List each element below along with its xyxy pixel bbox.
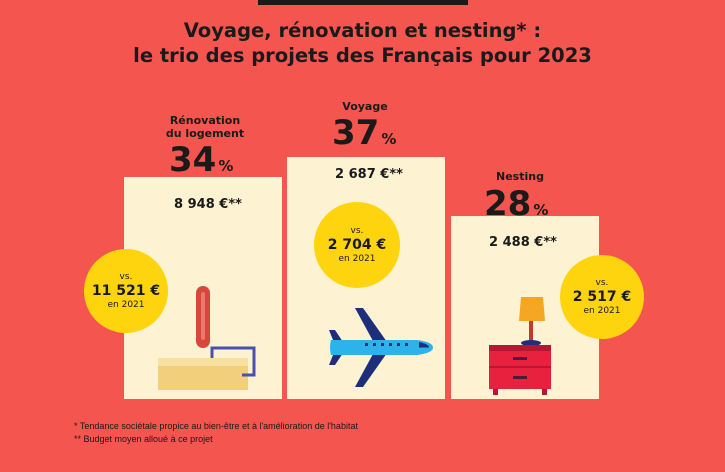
category-label-renovation: Rénovation du logement: [150, 114, 260, 140]
category-label-nesting: Nesting: [496, 170, 544, 183]
budget-2021-voyage: 2 704 €: [327, 236, 387, 253]
category-label-voyage: Voyage: [342, 100, 388, 113]
airplane-icon: [329, 308, 433, 387]
value-label-voyage: 37%: [332, 115, 396, 157]
budget-2021-renovation: 11 521 €: [91, 282, 161, 299]
top-tab: [258, 0, 468, 5]
budget-2023-voyage: 2 687 €**: [335, 167, 403, 182]
comparison-2021-voyage: vs. 2 704 € en 2021: [314, 202, 400, 288]
footnotes: * Tendance sociétale propice au bien-êtr…: [74, 420, 358, 446]
vs-label: vs.: [350, 225, 364, 236]
nightstand-lamp-icon: [489, 297, 551, 395]
title-line-1: Voyage, rénovation et nesting* :: [183, 19, 542, 42]
renovation-label-line-1: Rénovation: [169, 114, 241, 127]
renovation-label-line-2: du logement: [165, 127, 245, 140]
value-number-nesting: 28: [484, 184, 532, 224]
year-label: en 2021: [583, 305, 621, 316]
value-label-renovation: 34%: [169, 142, 233, 184]
vs-label: vs.: [119, 271, 133, 282]
title-line-2: le trio des projets des Français pour 20…: [133, 44, 592, 67]
value-number-renovation: 34: [169, 140, 217, 180]
value-label-nesting: 28%: [484, 186, 548, 228]
value-number-voyage: 37: [332, 113, 380, 153]
paint-roller-icon: [158, 286, 256, 390]
chart-title: Voyage, rénovation et nesting* : le trio…: [0, 18, 725, 68]
percent-symbol: %: [218, 157, 234, 175]
footnote-2: ** Budget moyen alloué à ce projet: [74, 434, 213, 444]
comparison-2021-nesting: vs. 2 517 € en 2021: [560, 255, 644, 339]
vs-label: vs.: [595, 277, 609, 288]
comparison-2021-renovation: vs. 11 521 € en 2021: [84, 249, 168, 333]
year-label: en 2021: [338, 253, 376, 264]
percent-symbol: %: [381, 130, 397, 148]
percent-symbol: %: [533, 201, 549, 219]
budget-2023-nesting: 2 488 €**: [489, 235, 557, 250]
year-label: en 2021: [107, 299, 145, 310]
footnote-1: * Tendance sociétale propice au bien-êtr…: [74, 421, 358, 431]
budget-2021-nesting: 2 517 €: [572, 288, 632, 305]
budget-2023-renovation: 8 948 €**: [174, 197, 242, 212]
